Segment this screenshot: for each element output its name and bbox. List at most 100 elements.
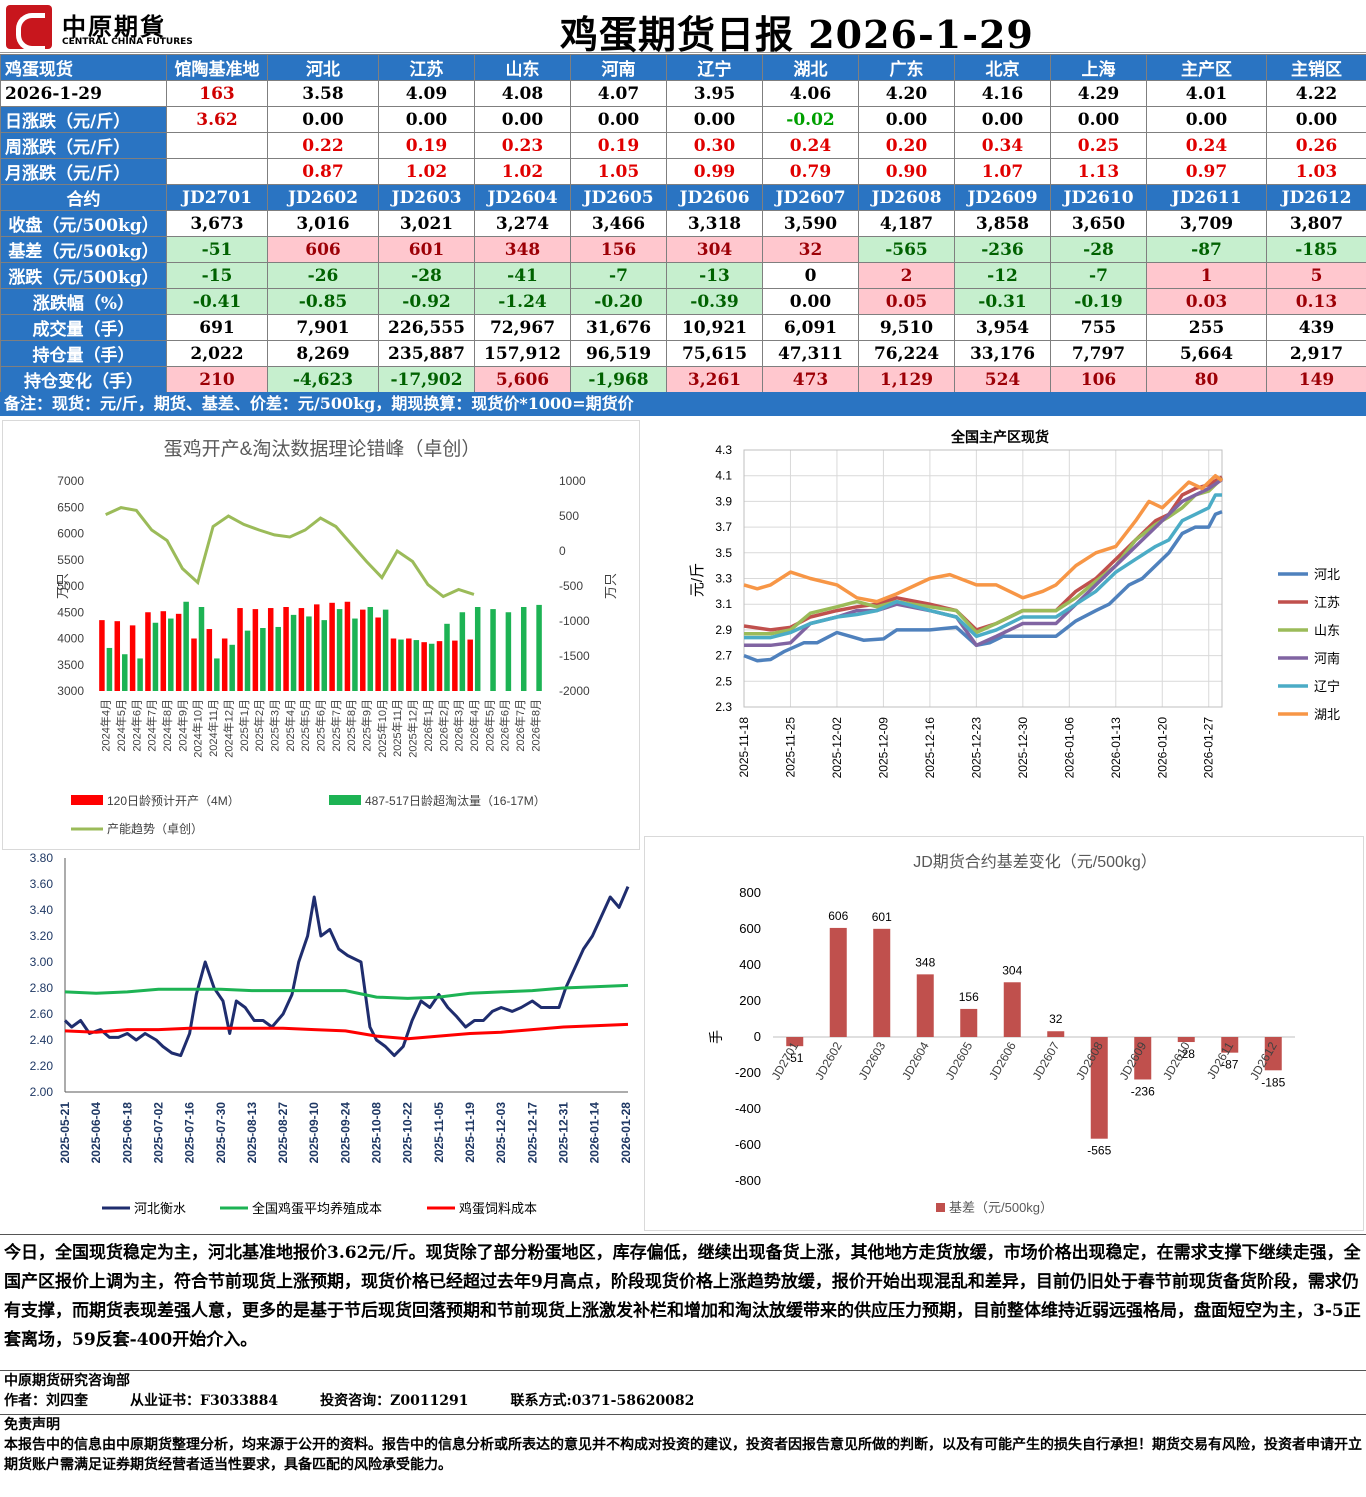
table-cell: 0.22 [267,132,379,159]
table-cell: 3.58 [267,80,379,107]
x-tick-label: 2025-07-16 [183,1102,197,1164]
x-tick-label: JD2604 [899,1039,932,1082]
y-tick-label: 4.3 [715,443,732,457]
bar-production [237,608,243,691]
bar-cull [122,654,128,691]
x-tick-label: 2025-11-18 [737,717,751,778]
bar-cull [474,607,481,691]
x-tick-label: 2024年8月 [160,699,174,752]
table-cell: 0.30 [666,132,763,159]
legend-label: 产能趋势（卓创） [107,822,203,836]
bar-cull [321,620,327,691]
table-cell: 348 [474,236,571,263]
table-cell: -41 [474,262,571,289]
legend-label: 487-517日龄超淘汰量（16-17M） [365,793,546,808]
table-cell: 6,091 [762,314,859,341]
basis-bar [960,1008,978,1037]
row-label: 基差（元/500kg） [0,236,167,263]
table-cell: 7,797 [1050,340,1147,367]
x-tick-label: 2025-08-27 [276,1102,290,1164]
table-cell: -17,902 [378,366,475,393]
bar-cull [275,626,281,691]
row-label: 鸡蛋现货 [0,54,167,81]
x-tick-label: 2025-12-03 [494,1102,508,1164]
data-label: 304 [1002,963,1022,977]
x-tick-label: 2024年12月 [221,699,235,758]
series-line [64,1022,629,1041]
y-axis-label: 元/斤 [689,563,706,597]
basis-bar [1047,1031,1065,1037]
table-cell: 4.01 [1146,80,1267,107]
x-tick-label: 2025-12-02 [830,717,844,779]
legend-swatch [936,1203,945,1212]
table-cell: JD2602 [267,184,379,211]
chart-spot-prices-svg: 全国主产区现货 4.3 4.1 3.9 3.7 3.5 3.3 3.1 2.9 2.7 2.5 2.3… [689,429,1340,779]
bar-cull [214,658,220,691]
data-label: -87 [1221,1058,1239,1072]
y-tick-label: 2.80 [30,981,54,995]
bar-cull [505,612,512,691]
table-cell: 149 [1266,366,1366,393]
x-tick-label: 2025年2月 [252,699,266,752]
table-cell: -1.24 [474,288,571,315]
data-label: -236 [1131,1084,1155,1098]
chart-layer-production-svg: 蛋鸡开产&淘汰数据理论错峰（卓创）30003500400045005000550… [55,438,618,836]
bar-cull [290,614,297,691]
x-tick-label: 2025年6月 [314,699,328,752]
x-tick-label: 2026年8月 [528,699,542,752]
bar-production [344,601,351,691]
y-tick-label: 3.7 [715,520,732,534]
chart-basis-svg: JD期货合约基差变化（元/500kg） 800 600 400 200 0 -200 -400… [708,853,1295,1215]
data-label: 156 [959,990,979,1004]
table-cell: 0.79 [762,158,859,185]
bar-cull [336,609,343,691]
x-tick-label: 2024年11月 [206,699,220,757]
chart-basis: JD期货合约基差变化（元/500kg） 800 600 400 200 0 -200 -400… [644,836,1364,1231]
bar-production [360,609,366,691]
table-cell: 0.00 [666,106,763,133]
series-line [743,473,1224,604]
spot-row: 2026-1-29 163 3.58 4.09 4.08 4.07 3.95 4.06 4.20… [0,80,1366,107]
table-cell: -0.31 [954,288,1051,315]
table-cell: 0.25 [1050,132,1147,159]
table-cell: 4.09 [378,80,475,107]
x-tick-label: 2025-12-17 [525,1102,539,1164]
row-label: 月涨跌（元/斤） [0,158,167,185]
basis-bar [1090,1037,1108,1139]
table-cell: 0.00 [267,106,379,133]
data-label: 606 [828,909,848,923]
x-tick-label: 2025-06-18 [120,1102,134,1164]
table-cell: 0.24 [762,132,859,159]
x-tick-label: 2026-01-14 [588,1102,602,1164]
table-cell: -185 [1266,236,1366,263]
bar-cull [306,616,312,691]
y-tick-label: 6000 [57,527,84,541]
x-tick-label: 2025-07-02 [151,1102,165,1164]
table-cell: 0.87 [267,158,379,185]
legend-label: 120日龄预计开产（4M） [107,794,240,808]
basis-bar [829,927,847,1037]
x-tick-label: JD2606 [986,1039,1019,1082]
bar-production [329,602,335,691]
table-cell: 3,650 [1050,210,1147,237]
y-tick-label: 2.5 [715,674,732,688]
bar-cull [520,607,527,691]
legend-label: 鸡蛋饲料成本 [459,1201,537,1216]
table-cell: 0.19 [378,132,475,159]
y-tick-label: 3.5 [715,546,732,560]
series-line [744,493,1222,640]
chart-title: 蛋鸡开产&淘汰数据理论错峰（卓创） [164,438,481,460]
x-tick-label: 2025-12-30 [1016,717,1030,779]
table-cell: 3,807 [1266,210,1366,237]
bar-production [298,608,305,691]
line-capacity [105,506,475,599]
logo-text-cn: 中原期貨 [62,13,166,41]
table-cell: JD2608 [858,184,955,211]
x-tick-label: 2026-01-28 [619,1102,633,1164]
futures-row: 基差（元/500kg） -51 606 601 348 156 304 32 -565 -236-… [0,236,1366,263]
table-cell: 235,887 [378,340,475,367]
data-label: -185 [1261,1075,1285,1089]
table-cell: -0.19 [1050,288,1147,315]
table-cell: -1,968 [570,366,667,393]
table-cell: -12 [954,262,1051,289]
